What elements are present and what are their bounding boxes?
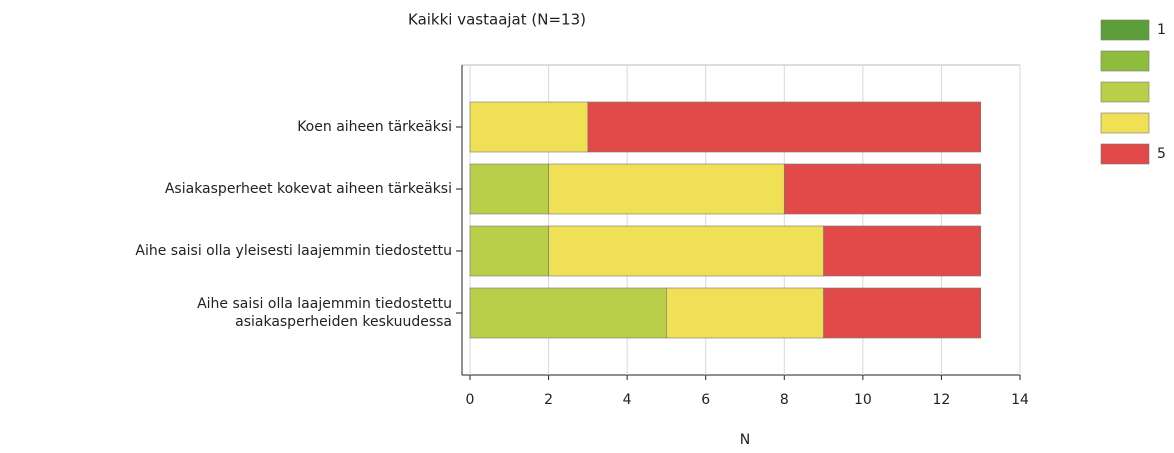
bar-segment [469,225,549,277]
bar-segment [469,163,549,215]
x-tick-label: 0 [466,392,475,408]
y-tick-label: Asiakasperheet kokevat aiheen tärkeäksi [165,181,452,197]
bar-segment [469,287,667,339]
legend-swatch [1100,112,1150,134]
x-tick-label: 10 [854,392,872,408]
y-tick-label: Aihe saisi olla laajemmin tiedostettu asi… [197,296,452,330]
x-tick-label: 8 [780,392,789,408]
legend-swatch [1100,19,1150,41]
bar-segment [548,225,824,277]
bar-segment [823,225,982,277]
x-tick-label: 2 [544,392,553,408]
chart-title: Kaikki vastaajat (N=13) [408,11,586,29]
bar-segment [587,101,982,153]
bar-segment [469,101,589,153]
bar-segment [783,163,982,215]
legend-swatch [1100,81,1150,103]
y-tick-label: Aihe saisi olla yleisesti laajemmin tied… [135,243,452,259]
x-tick-label: 6 [701,392,710,408]
legend-label: 1 [1157,22,1166,38]
x-axis-label: N [740,432,750,448]
bar-segment [823,287,982,339]
y-tick-label: Koen aiheen tärkeäksi [297,119,452,135]
bar-segment [548,163,785,215]
bar-segment [666,287,824,339]
x-tick-label: 4 [623,392,632,408]
legend-swatch [1100,50,1150,72]
legend-swatch [1100,143,1150,165]
x-tick-label: 12 [933,392,951,408]
legend-label: 5 [1157,146,1166,162]
x-tick-label: 14 [1011,392,1029,408]
